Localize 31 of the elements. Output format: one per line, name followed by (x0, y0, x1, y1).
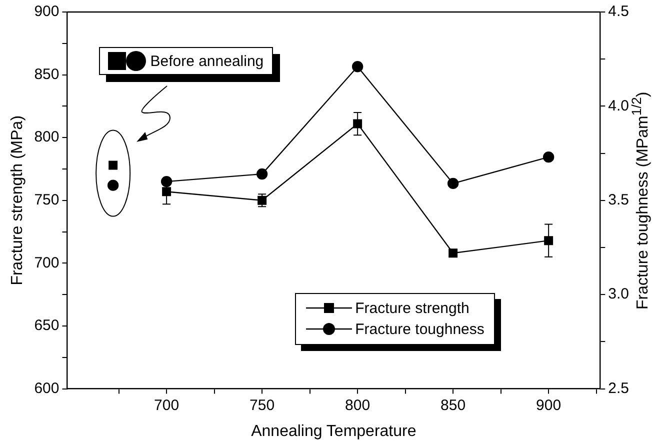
point (108, 160, 118, 170)
point (256, 168, 268, 180)
y-tick-label: 700 (34, 254, 60, 272)
point (162, 187, 172, 196)
annotation: Before annealing (150, 52, 264, 70)
point (542, 151, 554, 163)
point (544, 236, 554, 246)
y-tick-label: 650 (34, 317, 60, 334)
y2-tick-label: 2.5 (608, 380, 630, 397)
x-tick-label: 750 (250, 396, 275, 414)
y2-tick-label: 3.0 (608, 286, 630, 303)
y-tick-label: 850 (34, 66, 60, 83)
y-tick-label: 750 (34, 192, 60, 209)
x-tick-label: 800 (345, 396, 370, 414)
y-tick-label: 800 (34, 128, 60, 146)
x-axis-title: Annealing Temperature (251, 422, 416, 440)
y2-tick-label: 4.0 (608, 97, 630, 114)
x-tick-label: 850 (440, 396, 466, 414)
point (352, 61, 364, 72)
y2-tick-label: 3.5 (608, 192, 630, 209)
x-tick-label: 700 (154, 396, 180, 414)
legend-label: Fracture toughness (355, 320, 484, 338)
legend-label: Fracture strength (355, 300, 470, 317)
point (353, 119, 362, 128)
y-tick-label: 900 (34, 3, 60, 20)
x-tick-label: 900 (536, 396, 562, 414)
point (107, 180, 119, 191)
point (447, 178, 459, 190)
y2-tick-label: 4.5 (608, 3, 630, 20)
y-tick-label: 600 (34, 380, 60, 397)
y-axis-title: Fracture strength (MPa) (9, 115, 26, 286)
